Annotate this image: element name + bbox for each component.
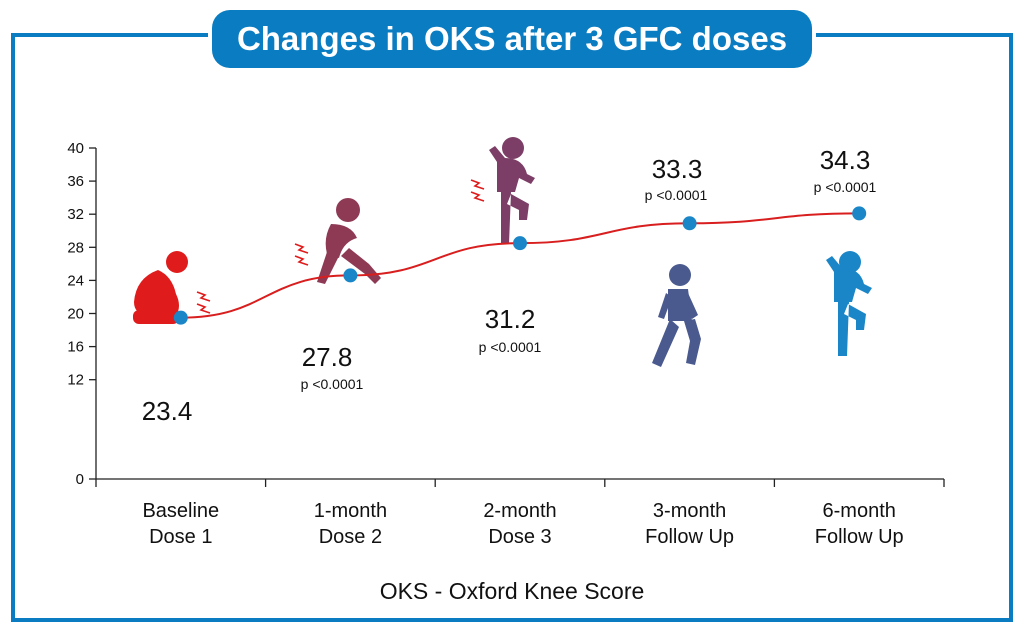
y-tick-label: 12 xyxy=(67,372,84,389)
y-tick-label: 16 xyxy=(67,339,84,356)
labels-layer: 23.4 27.8 p <0.0001 31.2 p <0.0001 33.3 p <0.0… xyxy=(142,145,877,426)
y-tick-label: 32 xyxy=(67,206,84,223)
value-label: 34.3 xyxy=(820,145,871,175)
y-tick-label: 24 xyxy=(67,272,84,289)
data-point xyxy=(173,310,188,325)
value-label: 23.4 xyxy=(142,396,193,426)
icons-layer xyxy=(133,137,872,367)
data-point xyxy=(513,236,527,251)
p-value-label: p <0.0001 xyxy=(814,179,877,195)
bending-person-pain-icon xyxy=(294,198,381,284)
footer-note: OKS - Oxford Knee Score xyxy=(379,578,645,604)
y-tick-label: 40 xyxy=(67,140,84,157)
x-category-label: 2-month Dose 3 xyxy=(483,500,556,548)
data-point xyxy=(343,268,358,283)
walking-person-icon xyxy=(652,264,701,367)
knee-lift-pain-icon xyxy=(470,137,535,244)
value-label: 31.2 xyxy=(485,304,536,334)
data-point xyxy=(682,216,697,231)
x-category-label: 1-month Dose 2 xyxy=(314,500,387,548)
series-line xyxy=(180,212,860,319)
chart-title: Changes in OKS after 3 GFC doses xyxy=(236,20,788,57)
pain-mark xyxy=(294,243,309,266)
title-banner: Changes in OKS after 3 GFC doses xyxy=(212,10,812,68)
y-tick-label: 0 xyxy=(76,471,84,488)
data-point xyxy=(852,206,867,221)
y-tick-label: 36 xyxy=(67,173,84,190)
p-value-label: p <0.0001 xyxy=(479,339,542,355)
value-label: 33.3 xyxy=(652,154,703,184)
crouching-person-pain-icon xyxy=(133,251,211,324)
x-category-label: 6-month Follow Up xyxy=(815,500,904,548)
pain-mark xyxy=(470,179,485,202)
p-value-label: p <0.0001 xyxy=(301,376,364,392)
knee-lift-person-icon xyxy=(826,251,872,356)
axes: 0 12 16 20 24 28 32 36 40 Baseline Dose 1 1-month Do… xyxy=(67,140,945,548)
value-label: 27.8 xyxy=(302,342,353,372)
series-layer xyxy=(173,206,867,325)
frame-border xyxy=(11,33,1013,622)
p-value-label: p <0.0001 xyxy=(645,187,708,203)
pain-mark xyxy=(196,291,211,314)
y-tick-label: 28 xyxy=(67,239,84,256)
x-category-label: Baseline Dose 1 xyxy=(142,500,219,548)
y-tick-label: 20 xyxy=(67,306,84,323)
x-category-label: 3-month Follow Up xyxy=(645,500,734,548)
